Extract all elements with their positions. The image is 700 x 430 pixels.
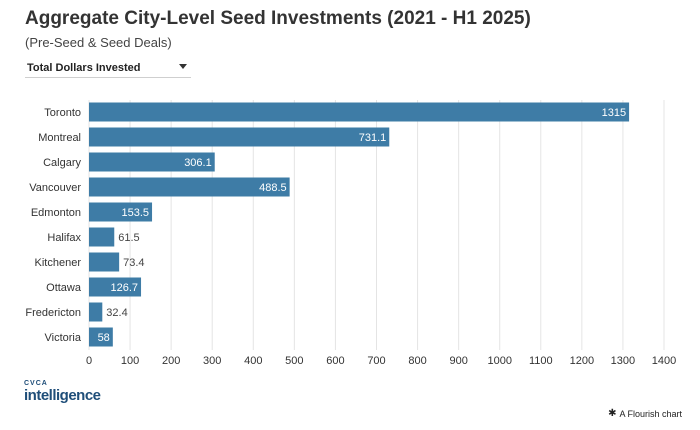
category-label: Vancouver xyxy=(29,182,81,194)
category-label: Fredericton xyxy=(25,307,81,319)
flourish-credit-text: A Flourish chart xyxy=(619,408,682,419)
category-label: Calgary xyxy=(43,157,81,169)
x-tick-label: 1000 xyxy=(487,355,511,367)
value-label: 32.4 xyxy=(106,307,127,319)
metric-dropdown[interactable]: Total Dollars Invested xyxy=(25,59,191,78)
value-label: 153.5 xyxy=(122,207,150,219)
category-label: Toronto xyxy=(44,107,81,119)
category-label: Kitchener xyxy=(35,257,82,269)
bar xyxy=(89,277,142,297)
x-tick-label: 1100 xyxy=(529,355,553,367)
x-tick-label: 700 xyxy=(367,355,385,367)
value-label: 306.1 xyxy=(184,157,212,169)
cvca-intelligence-logo: CVCA intelligence xyxy=(24,380,101,403)
x-tick-label: 600 xyxy=(326,355,344,367)
category-label: Edmonton xyxy=(31,207,81,219)
bar xyxy=(89,102,630,122)
logo-top-text: CVCA xyxy=(24,380,48,387)
value-label: 1315 xyxy=(602,107,626,119)
flourish-star-icon: ✱ xyxy=(608,408,617,419)
logo-main-text: intelligence xyxy=(24,387,101,404)
bar xyxy=(89,177,290,197)
value-label: 58 xyxy=(98,332,110,344)
category-label: Ottawa xyxy=(46,282,82,294)
x-tick-label: 800 xyxy=(408,355,426,367)
bar xyxy=(89,252,120,272)
bar xyxy=(89,202,153,222)
value-label: 488.5 xyxy=(259,182,287,194)
x-tick-label: 100 xyxy=(121,355,139,367)
value-label: 73.4 xyxy=(123,257,144,269)
bar xyxy=(89,327,113,347)
chevron-down-icon xyxy=(179,64,187,69)
bar xyxy=(89,302,103,322)
metric-dropdown-label: Total Dollars Invested xyxy=(27,62,141,74)
chart-title: Aggregate City-Level Seed Investments (2… xyxy=(25,8,531,29)
x-tick-label: 1400 xyxy=(652,355,676,367)
category-label: Victoria xyxy=(45,332,82,344)
x-tick-label: 200 xyxy=(162,355,180,367)
x-tick-label: 1200 xyxy=(570,355,594,367)
x-tick-label: 900 xyxy=(449,355,467,367)
x-tick-label: 500 xyxy=(285,355,303,367)
value-label: 61.5 xyxy=(118,232,139,244)
x-tick-label: 300 xyxy=(203,355,221,367)
bar xyxy=(89,127,390,147)
bar xyxy=(89,227,115,247)
x-tick-label: 400 xyxy=(244,355,262,367)
x-tick-label: 1300 xyxy=(611,355,635,367)
x-tick-label: 0 xyxy=(86,355,92,367)
bar xyxy=(89,152,215,172)
category-label: Halifax xyxy=(47,232,81,244)
value-label: 731.1 xyxy=(359,132,387,144)
chart-subtitle: (Pre-Seed & Seed Deals) xyxy=(25,35,172,50)
category-label: Montreal xyxy=(38,132,81,144)
flourish-credit[interactable]: ✱ A Flourish chart xyxy=(608,408,682,419)
value-label: 126.7 xyxy=(111,282,139,294)
